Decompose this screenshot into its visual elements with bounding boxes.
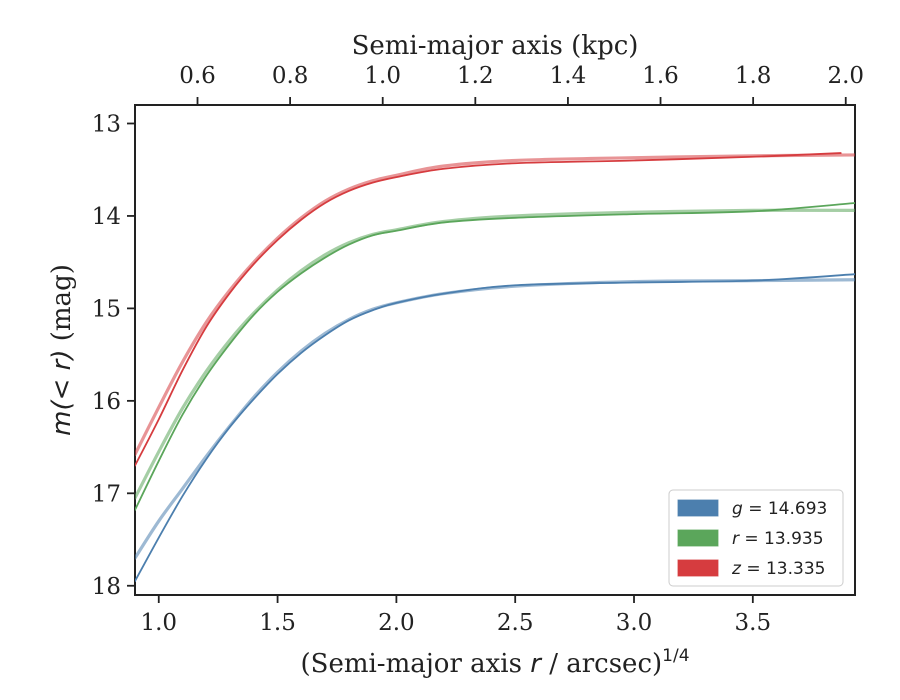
series-data-line-z (135, 152, 842, 467)
bottom-axis-title: (Semi-major axis r / arcsec)1/4 (300, 646, 689, 679)
legend-label-g: g = 14.693 (732, 499, 827, 519)
legend-label-z: z = 13.335 (731, 559, 825, 579)
legend-band-g: g (732, 499, 743, 519)
top-tick-label: 1.2 (457, 63, 494, 89)
top-tick-label: 2.0 (827, 63, 864, 89)
y-tick-label: 16 (92, 389, 121, 415)
plot-frame (134, 104, 856, 596)
top-axis-title: Semi-major axis (kpc) (352, 31, 639, 61)
x-tick-label: 3.5 (735, 610, 772, 636)
legend-value-r: = 13.935 (739, 529, 824, 549)
legend-band-r: r (732, 529, 740, 549)
top-tick-label: 0.8 (272, 63, 309, 89)
bottom-axis-title-var: r (530, 649, 543, 679)
legend-label-r: r = 13.935 (732, 529, 824, 549)
y-tick-label: 13 (92, 111, 121, 137)
series-model-line-r (135, 208, 855, 500)
x-tick-label: 2.5 (497, 610, 534, 636)
series-data-line-r (135, 202, 855, 511)
x-tick-label: 1.0 (140, 610, 177, 636)
x-tick-label: 1.5 (259, 610, 296, 636)
top-tick-label: 1.0 (364, 63, 401, 89)
x-tick-label: 2.0 (378, 610, 415, 636)
series-data-line-g (135, 273, 855, 583)
top-tick-label: 1.8 (735, 63, 772, 89)
legend-swatch-r (677, 529, 719, 547)
bottom-axis-title-unit: / arcsec) (541, 649, 662, 679)
y-tick-label: 18 (92, 574, 121, 600)
series-lines (135, 152, 855, 583)
bottom-axis-ticks: 1.0 1.5 2.0 2.5 3.0 3.5 (140, 595, 771, 636)
legend-value-g: = 14.693 (743, 499, 828, 519)
top-tick-label: 0.6 (179, 63, 216, 89)
legend-value-z: = 13.335 (741, 559, 826, 579)
legend-band-z: z (731, 559, 742, 579)
top-tick-label: 1.4 (550, 63, 587, 89)
bottom-axis-title-main: (Semi-major axis (300, 649, 530, 679)
left-axis-title-main: m(< r) (47, 350, 77, 436)
legend-swatch-g (677, 499, 719, 517)
y-tick-label: 14 (92, 204, 121, 230)
left-axis-title: m(< r) (mag) (47, 264, 77, 436)
x-tick-label: 3.0 (616, 610, 653, 636)
y-tick-label: 15 (92, 296, 121, 322)
left-axis-title-unit: (mag) (47, 264, 77, 349)
bottom-axis-title-exponent: 1/4 (662, 646, 689, 666)
left-axis-ticks: 13 14 15 16 17 18 (92, 111, 135, 600)
top-tick-label: 1.6 (642, 63, 679, 89)
legend-swatch-z (677, 559, 719, 577)
top-axis-ticks: 0.6 0.8 1.0 1.2 1.4 1.6 1.8 2.0 (179, 63, 864, 105)
y-tick-label: 17 (92, 481, 121, 507)
series-model-line-z (135, 153, 855, 457)
